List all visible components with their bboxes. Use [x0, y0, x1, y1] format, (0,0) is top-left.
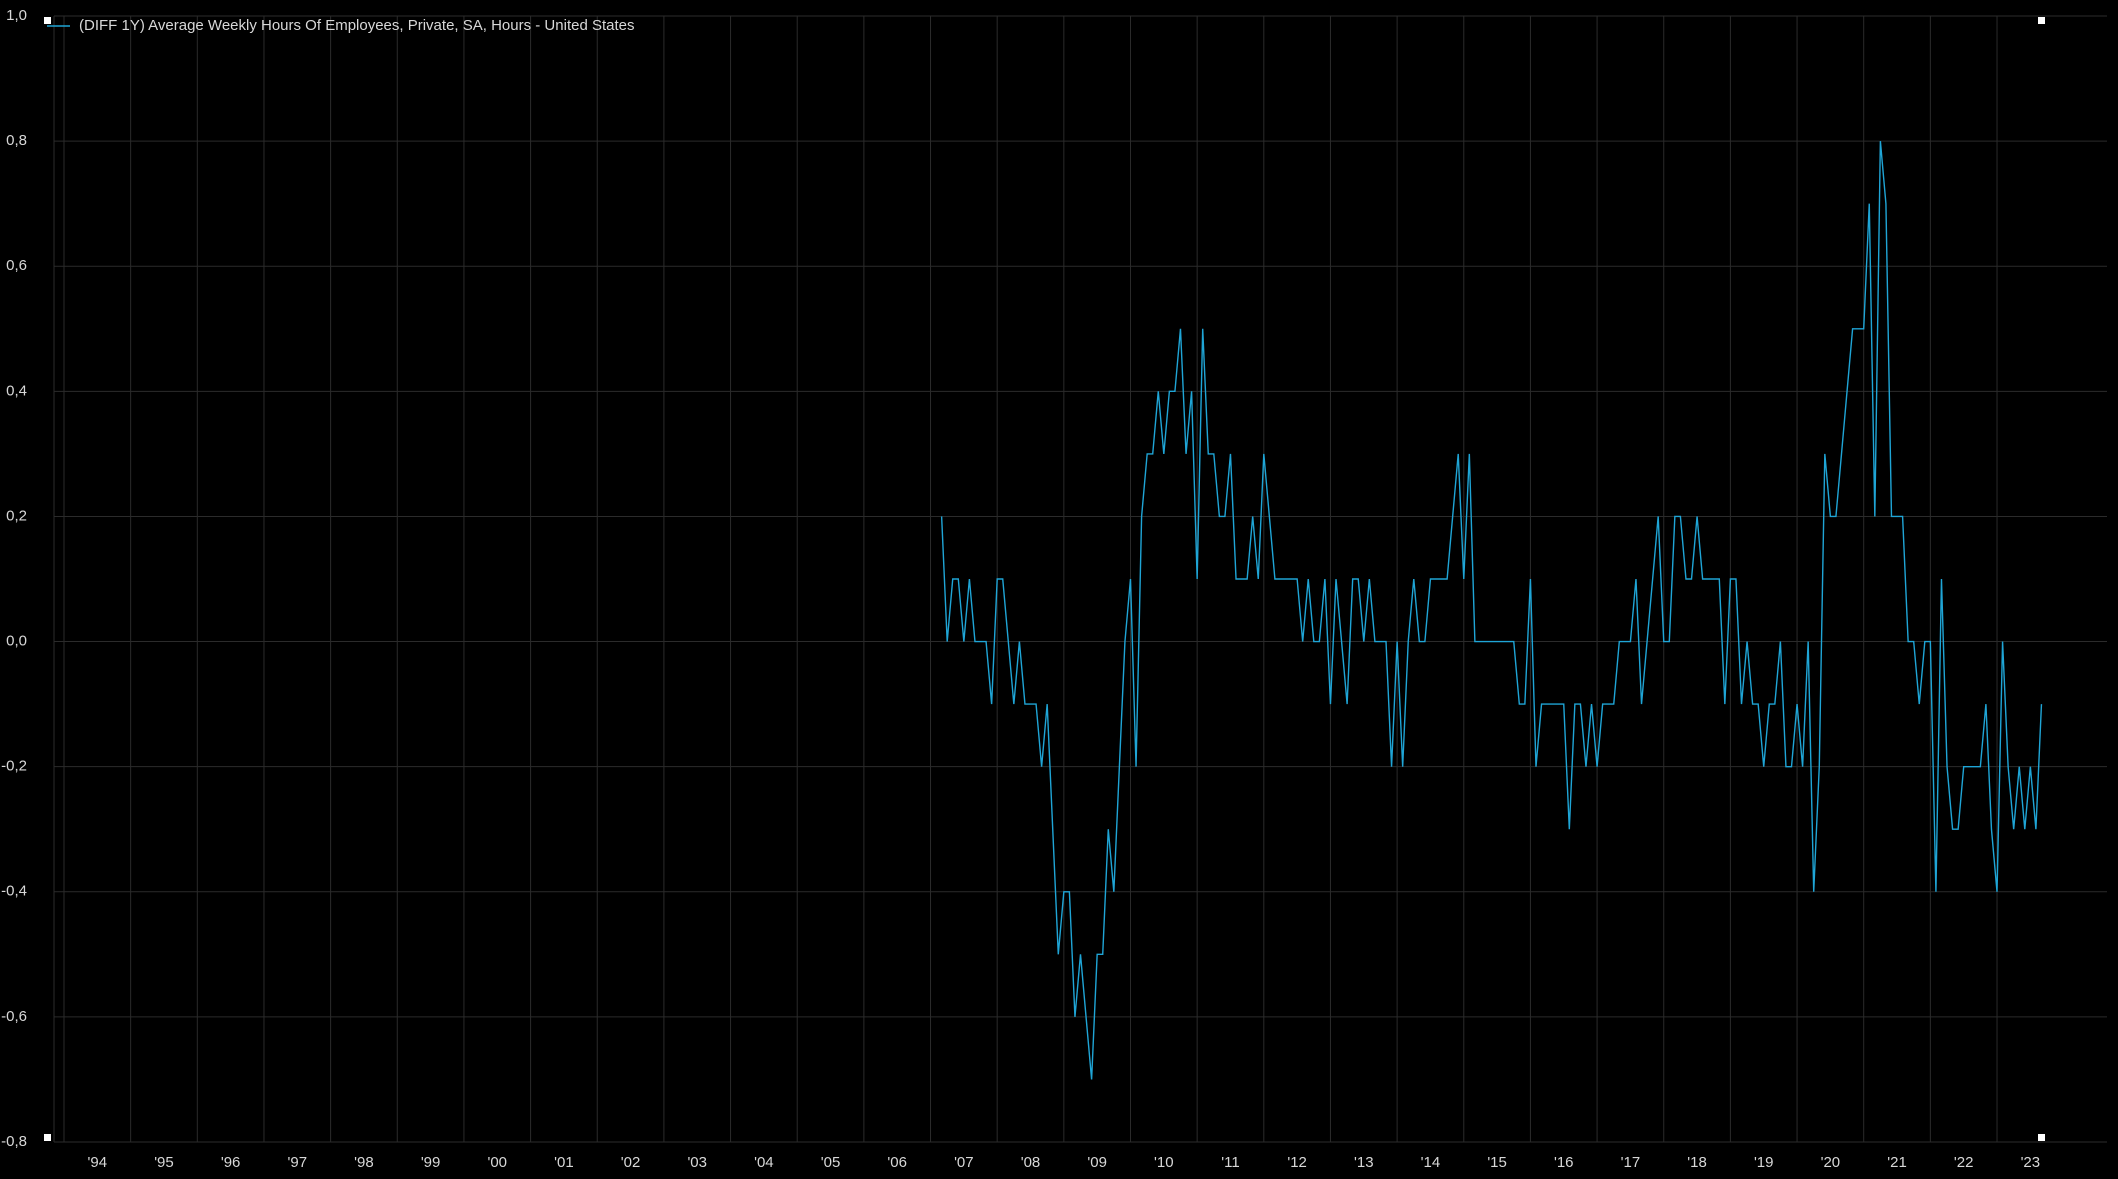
- x-tick-label: '12: [1287, 1154, 1307, 1171]
- y-tick-label: 1,0: [6, 7, 27, 24]
- corner-handle: [2038, 17, 2045, 24]
- x-tick-label: '03: [687, 1154, 707, 1171]
- x-tick-label: '99: [421, 1154, 441, 1171]
- x-tick-label: '01: [554, 1154, 574, 1171]
- x-tick-label: '19: [1754, 1154, 1774, 1171]
- x-tick-label: '09: [1087, 1154, 1107, 1171]
- y-tick-label: 0,8: [6, 132, 27, 149]
- x-tick-label: '18: [1687, 1154, 1707, 1171]
- y-tick-label: 0,0: [6, 633, 27, 650]
- legend-label: (DIFF 1Y) Average Weekly Hours Of Employ…: [79, 17, 634, 34]
- x-tick-label: '11: [1221, 1154, 1239, 1171]
- corner-handle: [44, 17, 51, 24]
- y-tick-label: -0,4: [1, 883, 27, 900]
- x-tick-label: '96: [221, 1154, 241, 1171]
- y-tick-label: -0,6: [1, 1008, 27, 1025]
- x-tick-label: '07: [954, 1154, 974, 1171]
- x-tick-label: '10: [1154, 1154, 1174, 1171]
- x-tick-label: '98: [354, 1154, 374, 1171]
- x-tick-label: '15: [1487, 1154, 1507, 1171]
- x-tick-label: '97: [288, 1154, 308, 1171]
- x-tick-label: '00: [487, 1154, 507, 1171]
- x-tick-label: '06: [887, 1154, 907, 1171]
- x-tick-label: '21: [1887, 1154, 1907, 1171]
- y-tick-label: 0,4: [6, 382, 27, 399]
- corner-handle: [44, 1134, 51, 1141]
- y-tick-label: 0,6: [6, 257, 27, 274]
- y-tick-label: -0,8: [1, 1133, 27, 1150]
- x-tick-label: '16: [1554, 1154, 1574, 1171]
- x-tick-label: '95: [154, 1154, 174, 1171]
- x-tick-label: '23: [2021, 1154, 2041, 1171]
- x-tick-label: '02: [621, 1154, 641, 1171]
- x-tick-label: '13: [1354, 1154, 1374, 1171]
- y-tick-label: -0,2: [1, 758, 27, 775]
- data-line: [940, 141, 2043, 1080]
- x-tick-label: '04: [754, 1154, 774, 1171]
- y-tick-label: 0,2: [6, 507, 27, 524]
- x-tick-label: '14: [1421, 1154, 1441, 1171]
- x-tick-label: '08: [1021, 1154, 1041, 1171]
- x-tick-label: '22: [1954, 1154, 1974, 1171]
- x-tick-label: '05: [821, 1154, 841, 1171]
- corner-handle: [2038, 1134, 2045, 1141]
- x-tick-label: '17: [1621, 1154, 1641, 1171]
- x-tick-label: '20: [1821, 1154, 1841, 1171]
- x-tick-label: '94: [88, 1154, 108, 1171]
